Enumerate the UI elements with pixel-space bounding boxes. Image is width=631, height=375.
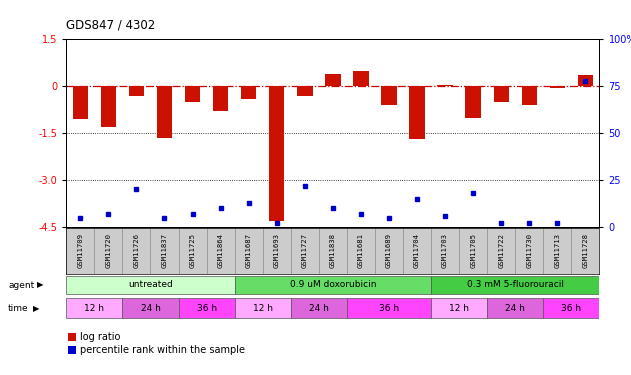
Bar [150,228,179,274]
Bar [543,298,599,318]
Bar [235,228,262,274]
Text: GSM11726: GSM11726 [133,233,139,268]
Text: agent: agent [8,280,35,290]
Bar [431,228,459,274]
Text: 12 h: 12 h [252,304,273,313]
Bar [297,86,312,96]
Text: GSM11709: GSM11709 [77,233,83,268]
Text: log ratio: log ratio [80,332,120,342]
Text: GSM11681: GSM11681 [358,233,364,268]
Text: GSM11703: GSM11703 [442,233,448,268]
Bar [347,228,375,274]
Bar [122,228,150,274]
Text: GSM11722: GSM11722 [498,233,504,268]
Bar [291,228,319,274]
Text: 0.3 mM 5-fluorouracil: 0.3 mM 5-fluorouracil [467,280,563,290]
Bar [94,228,122,274]
Bar [403,228,431,274]
Text: untreated: untreated [128,280,173,290]
Text: 24 h: 24 h [505,304,525,313]
Text: GSM11705: GSM11705 [470,233,476,268]
Text: GSM11713: GSM11713 [555,233,560,268]
Bar [129,86,144,96]
Bar [347,298,431,318]
Text: 36 h: 36 h [379,304,399,313]
Bar [410,86,425,140]
Text: GSM11720: GSM11720 [105,233,111,268]
Bar [437,85,453,86]
Bar [179,228,206,274]
Bar [66,228,94,274]
Text: ▶: ▶ [37,280,43,290]
Bar [319,228,347,274]
Bar [381,86,397,105]
Text: GSM11689: GSM11689 [386,233,392,268]
Text: GSM11725: GSM11725 [189,233,196,268]
Text: time: time [8,304,29,313]
Text: GSM11728: GSM11728 [582,233,589,268]
Text: 24 h: 24 h [141,304,160,313]
Bar [459,228,487,274]
Text: 0.9 uM doxorubicin: 0.9 uM doxorubicin [290,280,376,290]
Bar [550,86,565,88]
Text: percentile rank within the sample: percentile rank within the sample [80,345,244,355]
Bar [235,298,291,318]
Text: 12 h: 12 h [85,304,104,313]
Bar [487,228,516,274]
Bar [100,86,116,127]
Bar [353,70,369,86]
Bar [578,75,593,86]
Bar [269,86,285,220]
Bar [235,276,431,294]
Text: GSM11693: GSM11693 [274,233,280,268]
Text: 36 h: 36 h [562,304,581,313]
Text: 36 h: 36 h [196,304,216,313]
Bar [522,86,537,105]
Bar [493,86,509,102]
Text: GSM11730: GSM11730 [526,233,533,268]
Bar [325,74,341,86]
Text: GSM11687: GSM11687 [245,233,252,268]
Bar [241,86,256,99]
Bar [487,298,543,318]
Text: GSM11838: GSM11838 [330,233,336,268]
Bar [375,228,403,274]
Bar [291,298,347,318]
Text: GSM11727: GSM11727 [302,233,308,268]
Text: GSM11704: GSM11704 [414,233,420,268]
Bar [431,276,599,294]
Bar [66,276,235,294]
Bar [156,86,172,138]
Bar [543,228,572,274]
Text: GSM11837: GSM11837 [162,233,167,268]
Text: ▶: ▶ [33,304,39,313]
Bar [122,298,179,318]
Bar [572,228,599,274]
Text: GDS847 / 4302: GDS847 / 4302 [66,19,155,32]
Bar [66,298,122,318]
Bar [466,86,481,117]
Bar [262,228,291,274]
Text: 12 h: 12 h [449,304,469,313]
Bar [206,228,235,274]
Bar [73,86,88,119]
Text: 24 h: 24 h [309,304,329,313]
Bar [185,86,200,102]
Bar [179,298,235,318]
Bar [213,86,228,111]
Bar [516,228,543,274]
Bar [431,298,487,318]
Text: GSM11864: GSM11864 [218,233,223,268]
